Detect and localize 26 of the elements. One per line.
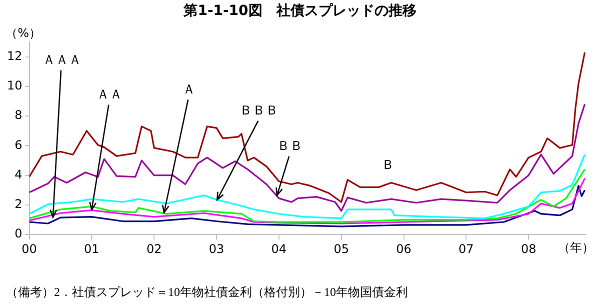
y-tick-label: 6: [14, 138, 22, 152]
y-axis-title: （%）: [6, 26, 41, 40]
y-tick-label: 8: [14, 108, 22, 122]
y-tick-label: 4: [14, 167, 22, 182]
x-tick-label: 03: [208, 242, 224, 256]
x-axis-title: （年）: [558, 240, 594, 255]
annotation: Ａ: [182, 82, 196, 98]
y-tick-label: 0: [14, 226, 22, 241]
x-tick-label: 00: [22, 242, 37, 256]
chart-title: 第1-1-10図 社債スプレッドの推移: [182, 2, 418, 20]
x-tick-label: 06: [396, 242, 412, 256]
x-tick-label: 02: [146, 242, 162, 256]
annotation: ＢＢＢ: [240, 104, 279, 119]
x-tick-label: 01: [84, 242, 100, 256]
y-tick-label: 12: [6, 48, 22, 63]
x-tick-label: 05: [334, 242, 349, 256]
annotation: ＡＡ: [96, 88, 123, 103]
y-tick-label: 2: [14, 197, 22, 212]
x-tick-label: 07: [458, 242, 474, 256]
annotation: ＡＡＡ: [42, 53, 82, 68]
y-tick-label: 10: [6, 78, 22, 93]
x-tick-label: 08: [520, 242, 536, 256]
annotation: ＢＢ: [277, 139, 304, 154]
x-tick-label: 04: [271, 242, 287, 256]
text: （備考）2．社債スプレッド＝10年物社債金利（格付別）－10年物国債金利: [6, 284, 409, 300]
annotation: Ｂ: [380, 158, 396, 174]
